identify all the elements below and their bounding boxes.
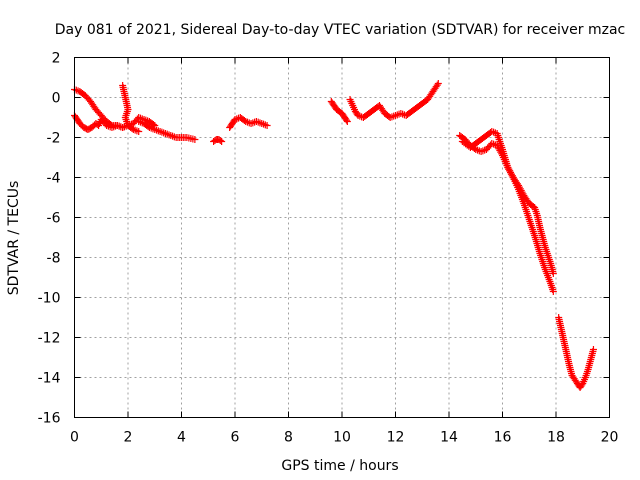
x-tick-label: 14 bbox=[440, 430, 458, 446]
data-points bbox=[71, 80, 597, 391]
data-point bbox=[549, 270, 557, 277]
y-tick-label: -8 bbox=[47, 251, 61, 267]
y-tick-label: 0 bbox=[52, 91, 61, 107]
series-track-c bbox=[119, 82, 143, 135]
x-tick-label: 2 bbox=[124, 430, 133, 446]
x-tick-label: 0 bbox=[70, 430, 79, 446]
data-point bbox=[434, 80, 442, 87]
chart-title: Day 081 of 2021, Sidereal Day-to-day VTE… bbox=[55, 22, 625, 38]
x-tick-label: 6 bbox=[231, 430, 240, 446]
data-point bbox=[135, 128, 143, 135]
data-point bbox=[191, 136, 199, 143]
series-track-h bbox=[346, 80, 442, 121]
x-axis-label: GPS time / hours bbox=[281, 458, 398, 474]
data-point bbox=[342, 116, 350, 124]
y-tick-label: -6 bbox=[47, 211, 61, 227]
data-point bbox=[216, 137, 224, 144]
plot-frame bbox=[74, 57, 610, 418]
y-axis-label: SDTVAR / TECUs bbox=[6, 181, 22, 296]
y-tick-label: -10 bbox=[38, 291, 61, 307]
y-tick-label: -12 bbox=[38, 331, 61, 347]
data-point bbox=[240, 117, 248, 124]
data-point bbox=[589, 346, 597, 353]
series-track-k bbox=[555, 314, 597, 391]
x-tick-labels: 0 2 4 6 8 10 12 14 16 18 20 bbox=[70, 430, 618, 446]
data-point bbox=[263, 122, 271, 129]
y-tick-label: 2 bbox=[52, 51, 61, 67]
x-tick-label: 10 bbox=[333, 430, 351, 446]
y-tick-label: -2 bbox=[47, 131, 61, 147]
data-point bbox=[119, 124, 127, 131]
data-point bbox=[128, 125, 136, 132]
series-track-e bbox=[210, 136, 226, 145]
x-tick-label: 8 bbox=[284, 430, 293, 446]
grid bbox=[74, 57, 610, 418]
data-point bbox=[117, 123, 125, 131]
x-tick-label: 18 bbox=[547, 430, 565, 446]
data-point bbox=[433, 81, 441, 89]
data-point bbox=[549, 288, 557, 295]
x-tick-label: 20 bbox=[601, 430, 619, 446]
data-point bbox=[144, 123, 152, 130]
data-point bbox=[115, 122, 123, 130]
series-track-g bbox=[327, 98, 351, 125]
series-track-i bbox=[456, 132, 557, 295]
data-point bbox=[218, 138, 226, 145]
data-point bbox=[343, 118, 351, 125]
y-tick-label: -16 bbox=[38, 411, 61, 427]
x-tick-label: 16 bbox=[494, 430, 512, 446]
series-track-f bbox=[226, 114, 271, 131]
series-track-b bbox=[71, 112, 127, 133]
y-tick-label: -4 bbox=[47, 171, 61, 187]
x-tick-label: 4 bbox=[177, 430, 186, 446]
series-track-j bbox=[458, 128, 557, 277]
y-tick-label: -14 bbox=[38, 371, 61, 387]
series-track-d bbox=[135, 118, 199, 143]
data-point bbox=[249, 119, 257, 127]
y-tick-labels: 2 0 -2 -4 -6 -8 -10 -12 -14 -16 bbox=[38, 51, 61, 427]
x-tick-label: 12 bbox=[387, 430, 405, 446]
